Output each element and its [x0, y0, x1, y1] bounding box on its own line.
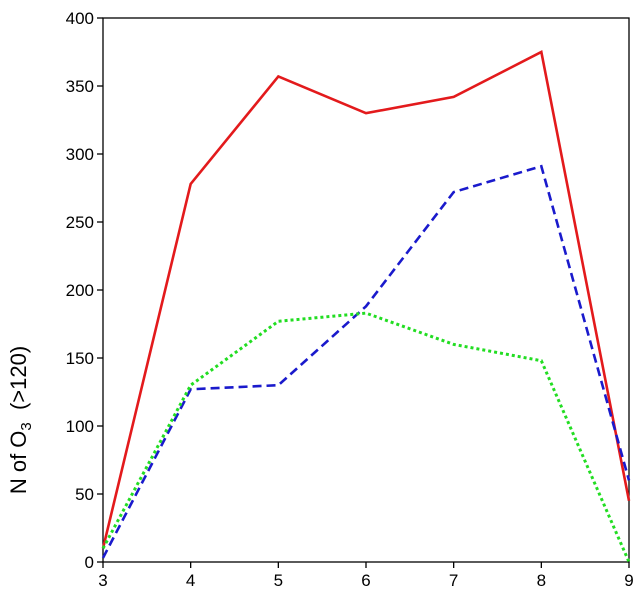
y-tick-label: 350 [66, 77, 94, 96]
y-tick-label: 0 [85, 553, 94, 572]
y-tick-label: 400 [66, 9, 94, 28]
series-line-3 [101, 311, 631, 563]
y-tick-label: 50 [75, 485, 94, 504]
y-tick-label: 100 [66, 417, 94, 436]
y-axis-label-tail: (>120) [6, 346, 31, 422]
x-tick-label: 8 [537, 571, 546, 590]
x-tick-label: 5 [274, 571, 283, 590]
series-layer [101, 50, 631, 563]
series-line-2 [101, 164, 631, 559]
series-line-1 [101, 50, 631, 549]
svg-text:N of O3 (>120): N of O3 (>120) [6, 346, 35, 494]
x-tick-label: 6 [361, 571, 370, 590]
x-tick-label: 3 [98, 571, 107, 590]
y-tick-label: 250 [66, 213, 94, 232]
y-axis-label-subscript: 3 [18, 422, 35, 430]
x-tick-label: 9 [624, 571, 633, 590]
x-tick-label: 7 [449, 571, 458, 590]
y-axis-label: N of O3 (>120) [6, 346, 35, 494]
y-tick-label: 200 [66, 281, 94, 300]
y-axis-label-main: N of O [6, 431, 31, 495]
y-tick-label: 150 [66, 349, 94, 368]
x-tick-label: 4 [186, 571, 195, 590]
y-axis-ticks: 0 50 100 150 200 250 300 350 400 [66, 9, 103, 572]
y-tick-label: 300 [66, 145, 94, 164]
x-axis-ticks: 3 4 5 6 7 8 9 [98, 562, 634, 590]
